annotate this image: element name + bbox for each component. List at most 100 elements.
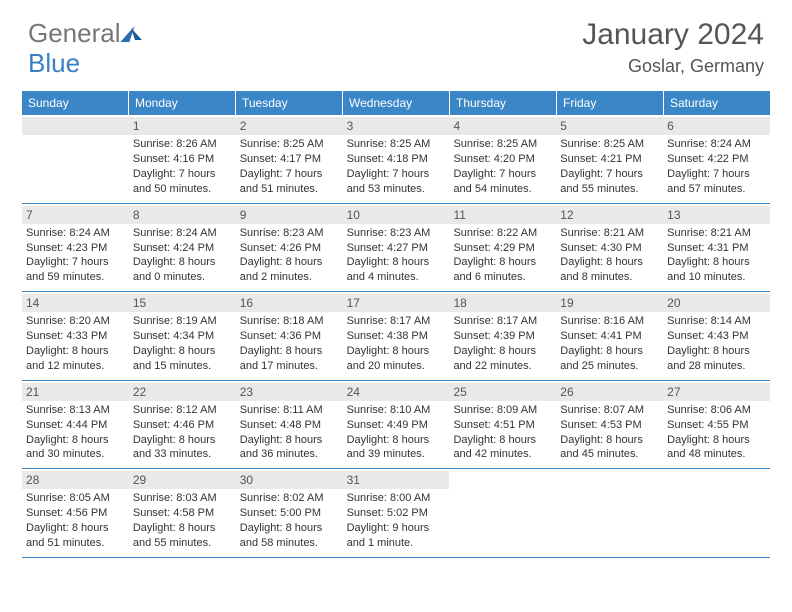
daylight-text-1: Daylight: 7 hours [347,167,446,182]
daylight-text-2: and 45 minutes. [560,447,659,462]
daylight-text-2: and 8 minutes. [560,270,659,285]
sunset-text: Sunset: 4:36 PM [240,329,339,344]
week-row: 1Sunrise: 8:26 AMSunset: 4:16 PMDaylight… [22,115,770,204]
daylight-text-1: Daylight: 8 hours [453,344,552,359]
sunrise-text: Sunrise: 8:24 AM [133,226,232,241]
weeks-container: 1Sunrise: 8:26 AMSunset: 4:16 PMDaylight… [22,115,770,558]
sunrise-text: Sunrise: 8:16 AM [560,314,659,329]
sunset-text: Sunset: 4:17 PM [240,152,339,167]
sunset-text: Sunset: 5:02 PM [347,506,446,521]
daylight-text-2: and 4 minutes. [347,270,446,285]
daylight-text-2: and 17 minutes. [240,359,339,374]
day-3: 3Sunrise: 8:25 AMSunset: 4:18 PMDaylight… [343,115,450,203]
sunrise-text: Sunrise: 8:25 AM [453,137,552,152]
sunset-text: Sunset: 5:00 PM [240,506,339,521]
daylight-text-1: Daylight: 8 hours [133,521,232,536]
daylight-text-1: Daylight: 7 hours [240,167,339,182]
logo-text-blue: Blue [28,48,80,79]
day-number: 13 [663,206,770,224]
sunrise-text: Sunrise: 8:25 AM [347,137,446,152]
sunset-text: Sunset: 4:44 PM [26,418,125,433]
sunrise-text: Sunrise: 8:23 AM [347,226,446,241]
sunrise-text: Sunrise: 8:09 AM [453,403,552,418]
day-12: 12Sunrise: 8:21 AMSunset: 4:30 PMDayligh… [556,204,663,292]
day-27: 27Sunrise: 8:06 AMSunset: 4:55 PMDayligh… [663,381,770,469]
day-9: 9Sunrise: 8:23 AMSunset: 4:26 PMDaylight… [236,204,343,292]
day-2: 2Sunrise: 8:25 AMSunset: 4:17 PMDaylight… [236,115,343,203]
daylight-text-2: and 1 minute. [347,536,446,551]
day-6: 6Sunrise: 8:24 AMSunset: 4:22 PMDaylight… [663,115,770,203]
day-number: 9 [236,206,343,224]
daylight-text-2: and 48 minutes. [667,447,766,462]
daylight-text-1: Daylight: 8 hours [240,255,339,270]
sunrise-text: Sunrise: 8:18 AM [240,314,339,329]
day-8: 8Sunrise: 8:24 AMSunset: 4:24 PMDaylight… [129,204,236,292]
sunrise-text: Sunrise: 8:05 AM [26,491,125,506]
sunset-text: Sunset: 4:22 PM [667,152,766,167]
day-number: 19 [556,294,663,312]
day-number: 26 [556,383,663,401]
day-number: 2 [236,117,343,135]
day-24: 24Sunrise: 8:10 AMSunset: 4:49 PMDayligh… [343,381,450,469]
sunset-text: Sunset: 4:30 PM [560,241,659,256]
day-number: 4 [449,117,556,135]
day-number: 29 [129,471,236,489]
sunset-text: Sunset: 4:51 PM [453,418,552,433]
day-17: 17Sunrise: 8:17 AMSunset: 4:38 PMDayligh… [343,292,450,380]
day-22: 22Sunrise: 8:12 AMSunset: 4:46 PMDayligh… [129,381,236,469]
logo-text-general: General [28,18,121,49]
day-21: 21Sunrise: 8:13 AMSunset: 4:44 PMDayligh… [22,381,129,469]
daylight-text-2: and 10 minutes. [667,270,766,285]
day-16: 16Sunrise: 8:18 AMSunset: 4:36 PMDayligh… [236,292,343,380]
sunset-text: Sunset: 4:41 PM [560,329,659,344]
daylight-text-2: and 36 minutes. [240,447,339,462]
sunrise-text: Sunrise: 8:21 AM [560,226,659,241]
daylight-text-2: and 55 minutes. [560,182,659,197]
day-number: 16 [236,294,343,312]
day-number-empty [22,117,129,135]
daylight-text-2: and 0 minutes. [133,270,232,285]
sunset-text: Sunset: 4:53 PM [560,418,659,433]
day-29: 29Sunrise: 8:03 AMSunset: 4:58 PMDayligh… [129,469,236,557]
day-15: 15Sunrise: 8:19 AMSunset: 4:34 PMDayligh… [129,292,236,380]
sunset-text: Sunset: 4:33 PM [26,329,125,344]
day-1: 1Sunrise: 8:26 AMSunset: 4:16 PMDaylight… [129,115,236,203]
daylight-text-1: Daylight: 8 hours [560,344,659,359]
daylight-text-1: Daylight: 8 hours [26,344,125,359]
daylight-text-1: Daylight: 7 hours [453,167,552,182]
sunset-text: Sunset: 4:23 PM [26,241,125,256]
day-number: 7 [22,206,129,224]
sunrise-text: Sunrise: 8:17 AM [453,314,552,329]
daylight-text-2: and 50 minutes. [133,182,232,197]
daylight-text-1: Daylight: 8 hours [133,255,232,270]
daylight-text-1: Daylight: 7 hours [560,167,659,182]
daylight-text-2: and 51 minutes. [26,536,125,551]
sunrise-text: Sunrise: 8:24 AM [26,226,125,241]
daylight-text-1: Daylight: 8 hours [667,344,766,359]
day-number: 8 [129,206,236,224]
daylight-text-2: and 42 minutes. [453,447,552,462]
day-empty [556,469,663,557]
sunrise-text: Sunrise: 8:10 AM [347,403,446,418]
weekday-sunday: Sunday [22,91,129,115]
sunrise-text: Sunrise: 8:19 AM [133,314,232,329]
day-5: 5Sunrise: 8:25 AMSunset: 4:21 PMDaylight… [556,115,663,203]
daylight-text-1: Daylight: 8 hours [240,433,339,448]
sunset-text: Sunset: 4:39 PM [453,329,552,344]
sunset-text: Sunset: 4:29 PM [453,241,552,256]
day-18: 18Sunrise: 8:17 AMSunset: 4:39 PMDayligh… [449,292,556,380]
daylight-text-1: Daylight: 7 hours [133,167,232,182]
daylight-text-1: Daylight: 8 hours [667,255,766,270]
daylight-text-1: Daylight: 8 hours [347,344,446,359]
day-number: 3 [343,117,450,135]
day-26: 26Sunrise: 8:07 AMSunset: 4:53 PMDayligh… [556,381,663,469]
daylight-text-1: Daylight: 8 hours [26,433,125,448]
daylight-text-1: Daylight: 8 hours [453,433,552,448]
daylight-text-2: and 55 minutes. [133,536,232,551]
daylight-text-2: and 28 minutes. [667,359,766,374]
day-23: 23Sunrise: 8:11 AMSunset: 4:48 PMDayligh… [236,381,343,469]
day-number: 1 [129,117,236,135]
daylight-text-1: Daylight: 9 hours [347,521,446,536]
sunrise-text: Sunrise: 8:12 AM [133,403,232,418]
day-number: 12 [556,206,663,224]
